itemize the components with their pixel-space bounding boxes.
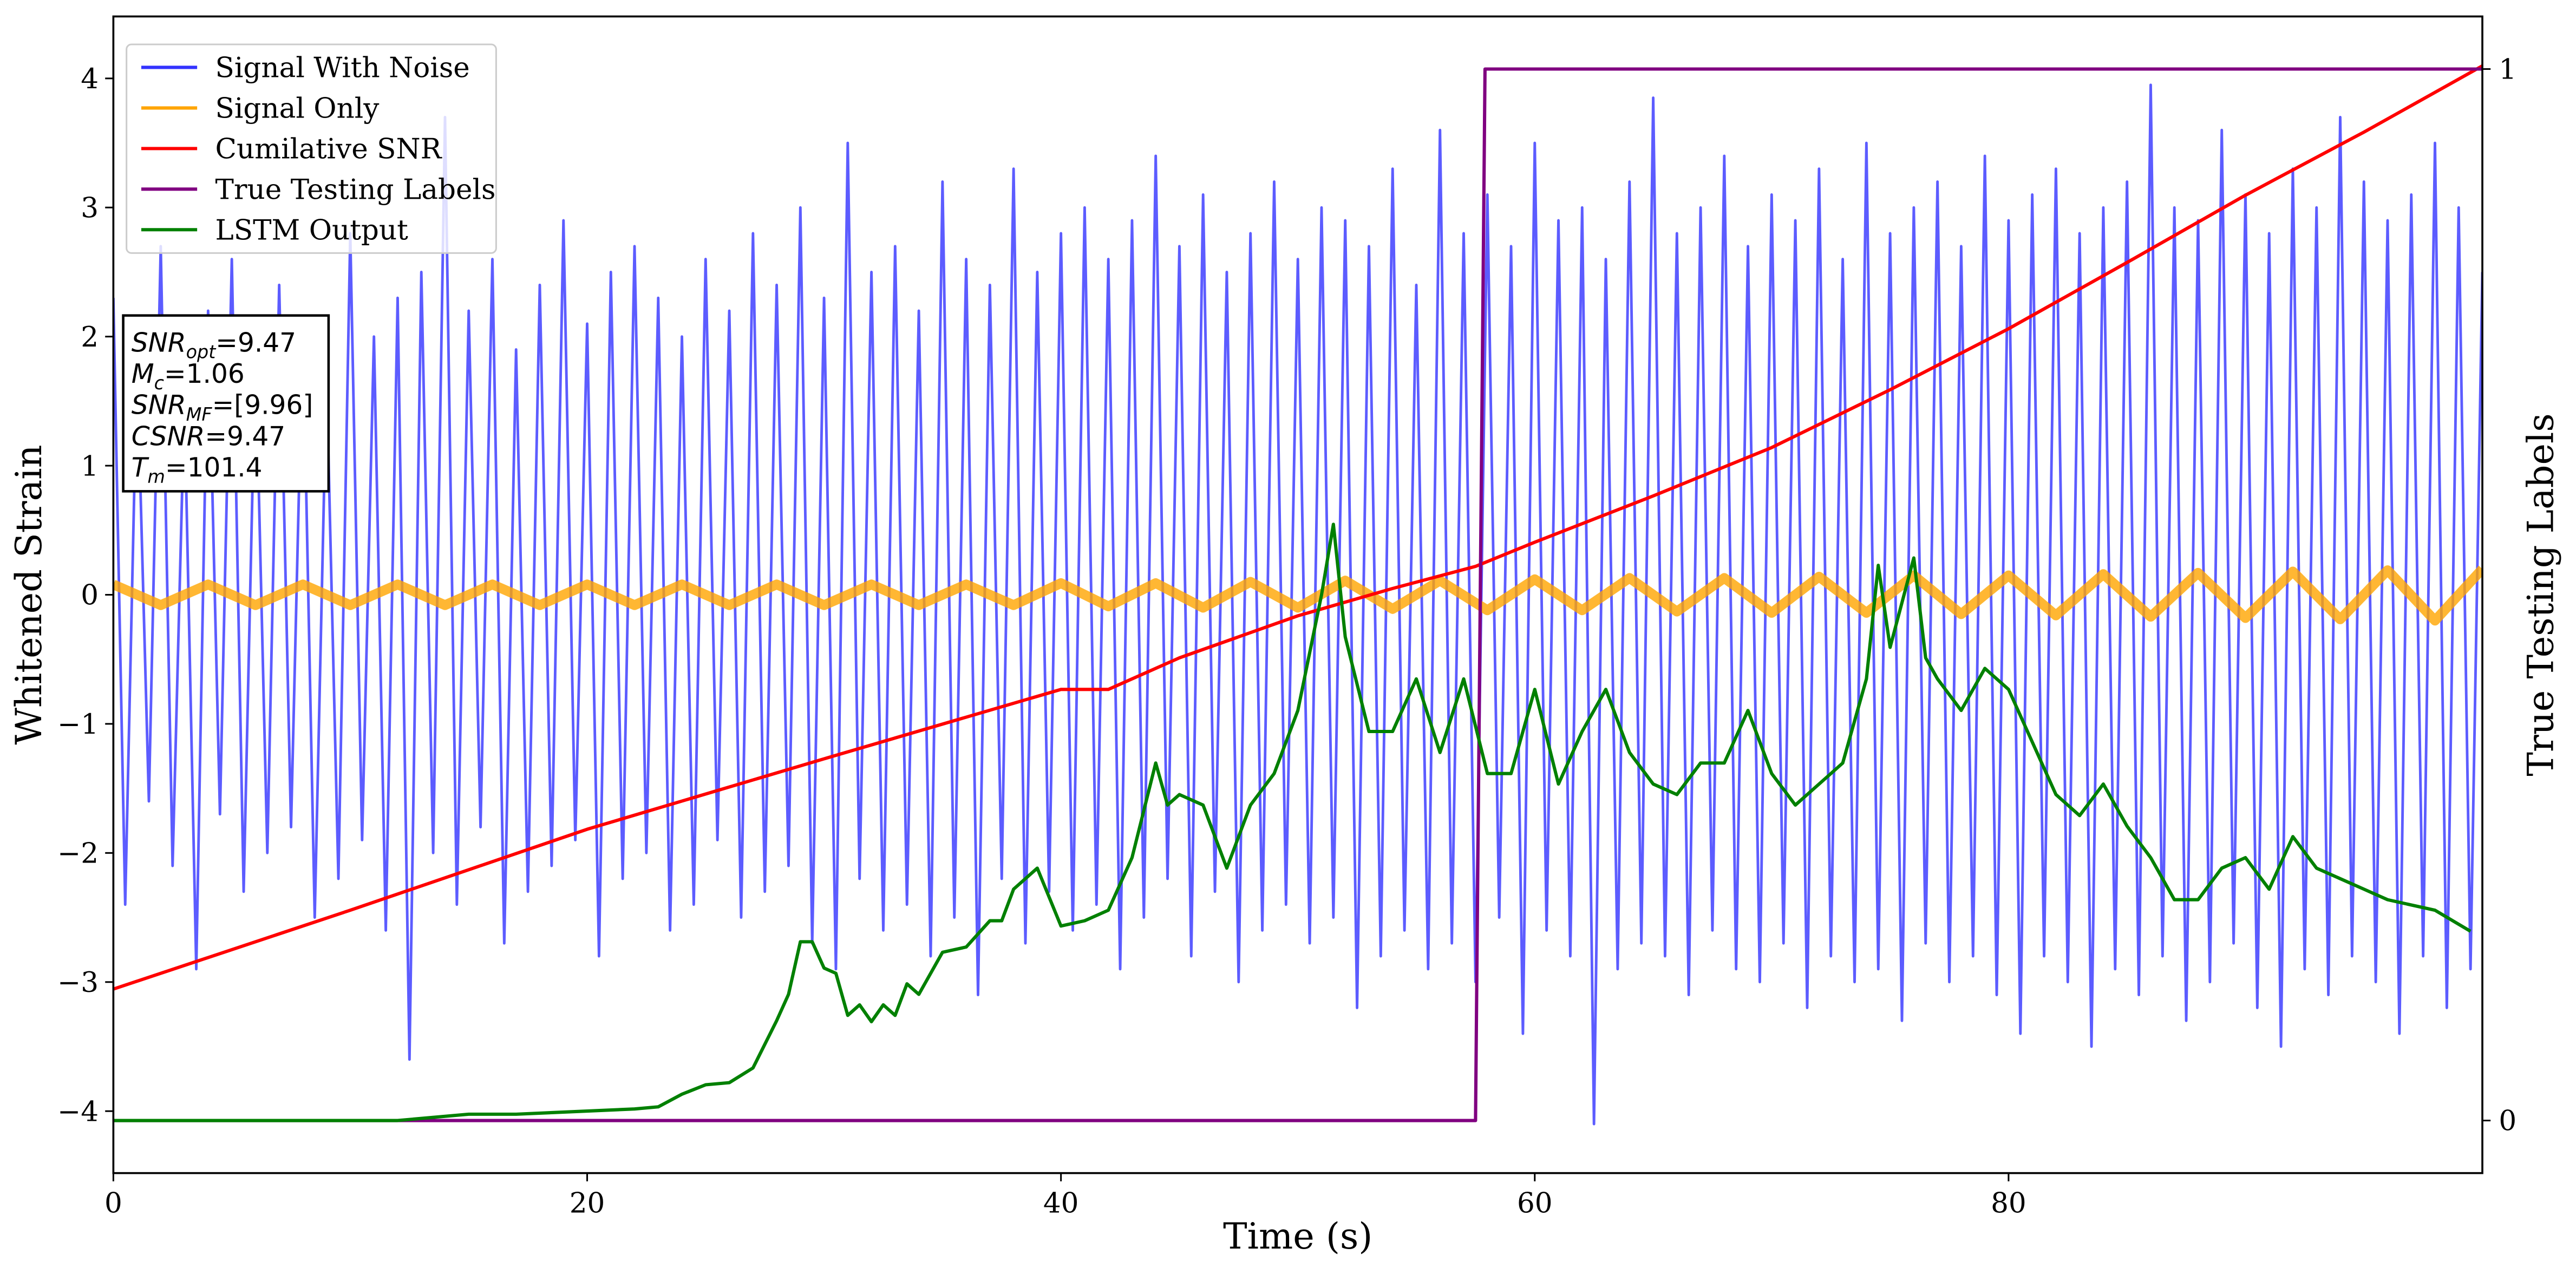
annotation-line: CSNR=9.47: [132, 421, 285, 452]
series-line: [113, 83, 2483, 1126]
annotation-value: =[9.96]: [212, 390, 313, 421]
plot-area: [113, 64, 2483, 1126]
annotation-line: SNRopt=9.47: [132, 328, 296, 362]
series-line: [113, 64, 2483, 991]
annotation-value: =9.47: [215, 328, 296, 358]
annotation-line: SNRMF=[9.96]: [132, 390, 313, 425]
annotation-name: SNR: [132, 390, 186, 421]
y-tick-label: −4: [57, 1095, 99, 1128]
y-tick-label: −3: [57, 966, 99, 999]
annotation: SNRopt=9.47Mc=1.06SNRMF=[9.96]CSNR=9.47T…: [122, 314, 330, 493]
series-line: [113, 522, 2472, 1122]
annotation-name: SNR: [132, 328, 186, 358]
x-tick-label: 60: [1517, 1187, 1553, 1219]
annotation-line: Mc=1.06: [132, 359, 245, 394]
legend-label: Signal With Noise: [215, 52, 470, 84]
y-tick-label: 4: [81, 63, 99, 95]
y-tick-label: 1: [81, 450, 99, 482]
annotation-name: T: [132, 453, 149, 483]
y2-tick-label: 1: [2499, 54, 2516, 86]
annotation-sub: c: [154, 373, 164, 394]
annotation-value: =1.06: [164, 359, 245, 389]
annotation-name: M: [132, 359, 154, 389]
x-tick-label: 0: [104, 1187, 122, 1219]
y2-tick-label: 0: [2499, 1105, 2516, 1138]
legend-label: Signal Only: [215, 93, 380, 125]
x-tick-label: 80: [1991, 1187, 2026, 1219]
annotation-sub: m: [147, 466, 165, 487]
y-tick-label: 2: [81, 321, 99, 354]
y-tick-label: −2: [57, 838, 99, 870]
annotation-line: Tm=101.4: [132, 453, 263, 487]
legend-label: Cumilative SNR: [215, 133, 443, 166]
x-tick-label: 20: [570, 1187, 605, 1219]
y-tick-label: 3: [81, 192, 99, 224]
y2-axis-label: True Testing Labels: [2520, 413, 2562, 776]
annotation-value: =9.47: [205, 421, 285, 452]
annotation-sub: MF: [186, 404, 213, 425]
y-tick-label: 0: [81, 579, 99, 612]
legend-label: LSTM Output: [215, 214, 409, 246]
y-tick-label: −1: [57, 708, 99, 741]
x-tick-label: 40: [1043, 1187, 1079, 1219]
series-line: [113, 67, 2483, 1122]
y-axis-label: Whitened Strain: [8, 445, 50, 744]
annotation-name: CSNR: [132, 421, 205, 452]
legend-box: [126, 43, 497, 254]
series-line: [113, 565, 2483, 626]
legend-label: True Testing Labels: [215, 174, 496, 206]
annotation-sub: opt: [186, 342, 217, 363]
annotation-value: =101.4: [165, 453, 263, 483]
annotation-box: [122, 314, 330, 493]
x-axis-label: Time (s): [1223, 1215, 1372, 1257]
legend: Signal With Noise Signal Only Cumilative S…: [126, 43, 497, 254]
